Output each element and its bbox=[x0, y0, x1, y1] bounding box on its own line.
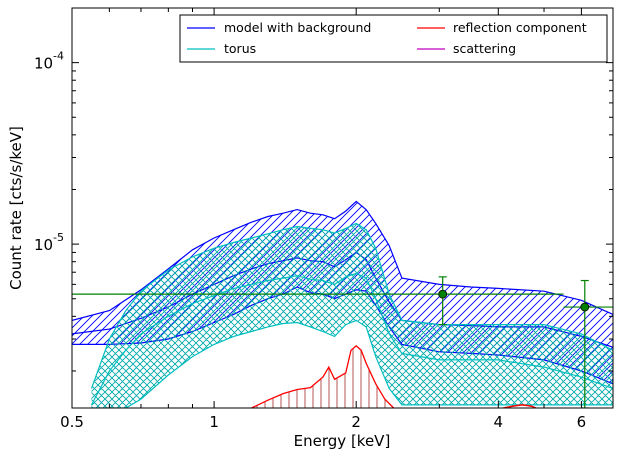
y-tick-label: 10 bbox=[34, 236, 53, 254]
torus-upper-line bbox=[90, 222, 613, 389]
x-axis-label: Energy [keV] bbox=[294, 432, 391, 450]
y-axis-label: Count rate [cts/s/keV] bbox=[7, 126, 25, 290]
data-point-1 bbox=[72, 276, 564, 326]
data-point-marker bbox=[580, 302, 590, 312]
plot-area bbox=[72, 200, 613, 408]
x-tick-label: 0.5 bbox=[60, 413, 84, 431]
x-tick-label: 1 bbox=[209, 413, 219, 431]
model-with-background-upper-line bbox=[72, 200, 613, 321]
reflection-component-line-high bbox=[503, 404, 536, 408]
legend-label-model: model with background bbox=[224, 20, 371, 35]
legend-label-scattering: scattering bbox=[453, 41, 516, 56]
torus-line bbox=[90, 272, 613, 406]
x-tick-label: 6 bbox=[577, 413, 587, 431]
data-point-2 bbox=[563, 279, 613, 408]
y-tick-exponent: -4 bbox=[53, 50, 64, 63]
x-tick-label: 4 bbox=[494, 413, 504, 431]
y-tick-exponent: -5 bbox=[53, 231, 64, 244]
data-point-marker bbox=[438, 289, 448, 299]
tick-labels: 0.5 1 2 4 610-510-4 bbox=[34, 50, 586, 431]
legend-label-torus: torus bbox=[224, 41, 256, 56]
reflection-component-line bbox=[251, 345, 395, 408]
plot-frame bbox=[71, 7, 614, 409]
torus-band bbox=[91, 223, 613, 408]
axis-ticks bbox=[71, 7, 614, 408]
torus-lower-line bbox=[91, 319, 613, 408]
legend: model with background reflection compone… bbox=[179, 14, 608, 63]
legend-label-reflection: reflection component bbox=[453, 20, 587, 35]
y-tick-label: 10 bbox=[34, 55, 53, 73]
legend-box bbox=[179, 14, 608, 63]
x-tick-label: 2 bbox=[351, 413, 361, 431]
